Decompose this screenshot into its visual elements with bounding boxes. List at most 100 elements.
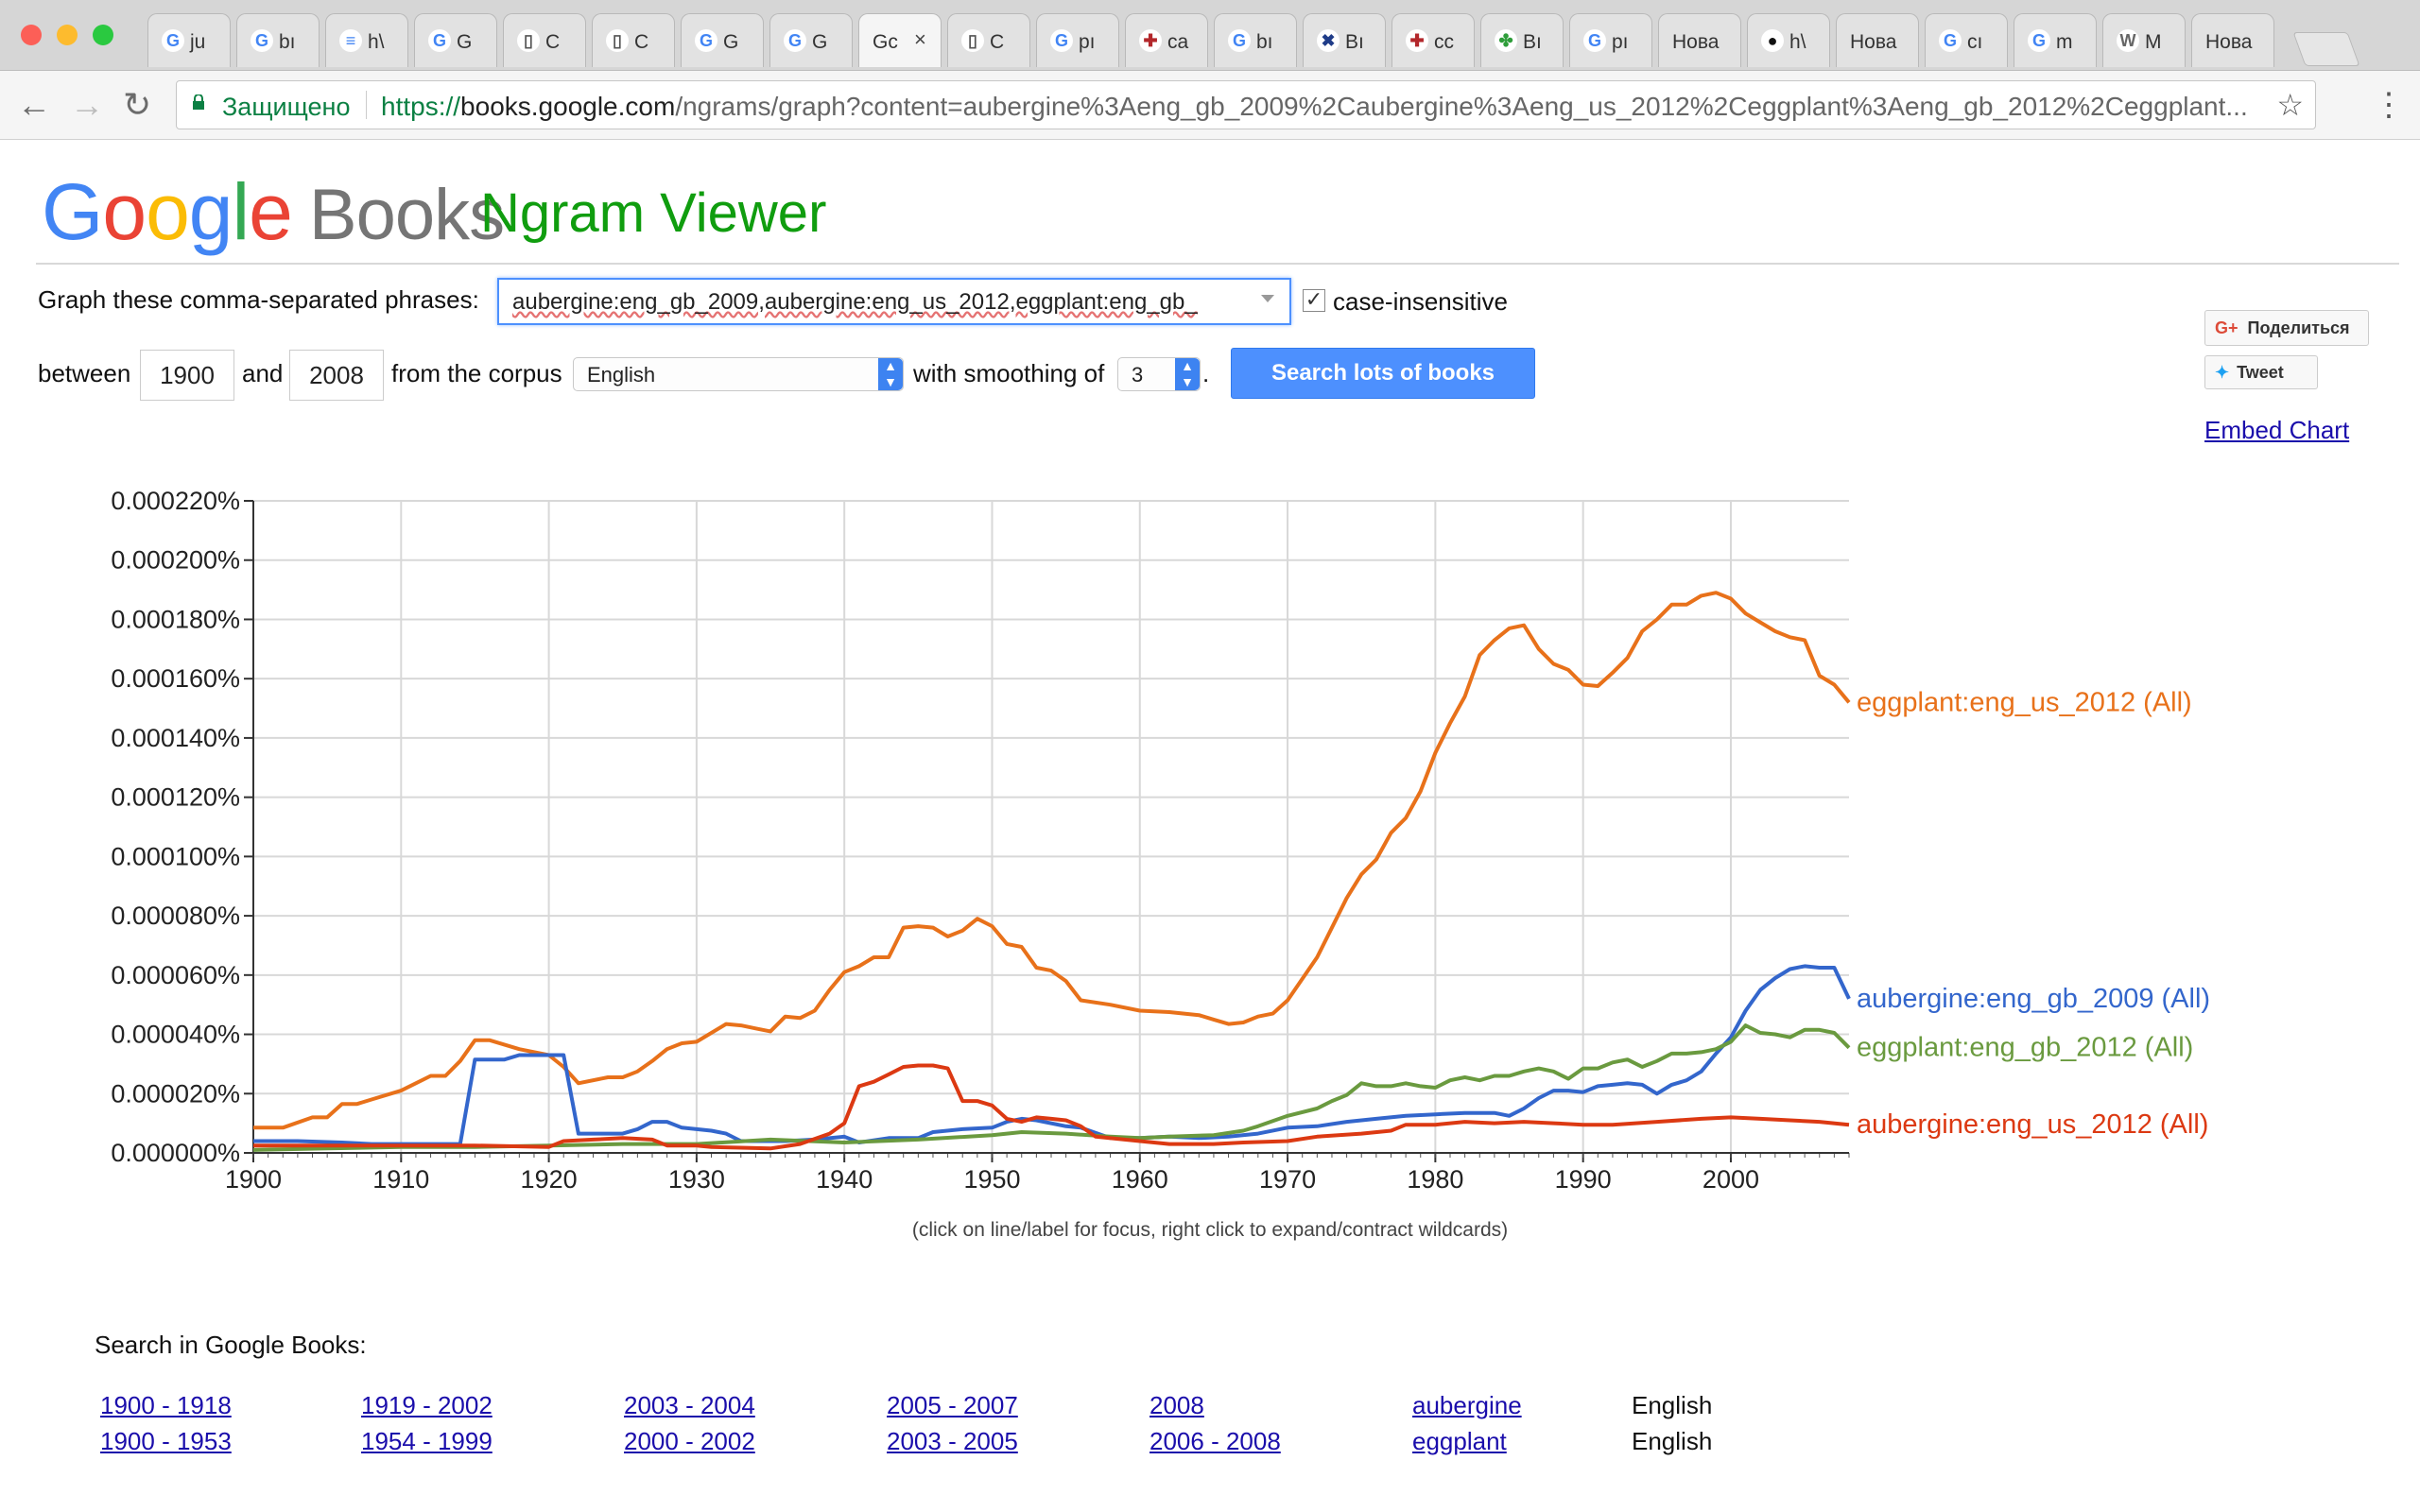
browser-tab[interactable]: Нова [2191,13,2274,67]
case-insensitive-checkbox[interactable]: ✓ [1303,289,1325,312]
smoothing-period: . [1202,359,1210,387]
books-date-range-link[interactable]: 2003 - 2004 [624,1391,755,1419]
logo-letter: e [249,167,293,256]
browser-tab[interactable]: ▯ C [947,13,1030,67]
corpus-select[interactable]: English ▲ ▼ [573,357,904,391]
year-end-input[interactable]: 2008 [289,350,384,401]
book-icon: ▯ [517,29,540,52]
google-icon: G [251,29,273,52]
series-line[interactable] [252,1023,1851,1152]
x-tick-label: 1980 [1407,1165,1463,1194]
browser-tab-title: bı [279,31,296,53]
series-label[interactable]: aubergine:eng_us_2012 (All) [1857,1109,2208,1140]
header-divider [36,263,2399,265]
browser-tab[interactable]: Нова [1836,13,1919,67]
books-date-range-link[interactable]: 1900 - 1918 [100,1391,232,1419]
browser-tab[interactable]: Gc × [858,13,942,67]
google-books-logo[interactable]: Google Books [42,166,505,258]
corpus-select-value: English [587,363,656,387]
smoothing-select[interactable]: 3 ▲ ▼ [1117,357,1201,391]
dropdown-caret-icon [1261,295,1274,302]
y-tick-label: 0.000140% [111,724,240,752]
close-tab-icon[interactable]: × [914,27,926,51]
logo-books-text: Books [308,175,505,255]
search-books-button[interactable]: Search lots of books [1231,348,1535,399]
browser-tab[interactable]: ▯ C [503,13,586,67]
address-toolbar: ← → ↻ Защищено https://books.google.com/… [0,71,2420,140]
books-date-range-link[interactable]: 1919 - 2002 [361,1391,493,1419]
x-tick-label: 1940 [816,1165,873,1194]
books-language: English [1632,1427,1713,1455]
address-bar[interactable]: Защищено https://books.google.com/ngrams… [176,80,2316,129]
google-icon: G [2028,29,2050,52]
phrases-input[interactable]: aubergine:eng_gb_2009,aubergine:eng_us_2… [497,278,1291,325]
browser-tab[interactable]: ≡ h\ [325,13,408,67]
bookmark-star-icon[interactable]: ☆ [2276,88,2304,122]
lock-icon [193,94,204,110]
books-term-link[interactable]: aubergine [1412,1391,1522,1419]
zoom-window-button[interactable] [93,25,113,45]
series-label[interactable]: eggplant:eng_gb_2012 (All) [1857,1033,2193,1063]
y-tick-label: 0.000100% [111,842,240,870]
close-window-button[interactable] [21,25,42,45]
browser-tab[interactable]: ● h\ [1747,13,1830,67]
browser-tab[interactable]: ✚ cc [1392,13,1475,67]
x-tick-label: 1960 [1112,1165,1168,1194]
y-tick-label: 0.000220% [111,487,240,515]
series-label[interactable]: aubergine:eng_gb_2009 (All) [1857,984,2210,1014]
books-date-range-link[interactable]: 1900 - 1953 [100,1427,232,1455]
reload-icon[interactable]: ↻ [123,85,152,124]
books-date-range-link[interactable]: 2008 [1150,1391,1204,1419]
books-date-range-link[interactable]: 1954 - 1999 [361,1427,493,1455]
browser-tab[interactable]: Нова [1658,13,1741,67]
browser-tab-title: G [812,31,828,53]
page-title: Ngram Viewer [480,182,827,244]
x-tick-label: 1910 [372,1165,429,1194]
google-icon: G [1939,29,1962,52]
embed-chart-link[interactable]: Embed Chart [2204,416,2350,444]
browser-tab-title: pı [1612,31,1629,53]
logo-letter: g [188,167,233,256]
series-label[interactable]: eggplant:eng_us_2012 (All) [1857,687,2192,717]
series-line[interactable] [253,591,1851,1130]
minimize-window-button[interactable] [57,25,78,45]
books-date-range-link[interactable]: 2006 - 2008 [1150,1427,1281,1455]
url-text[interactable]: https://books.google.com/ngrams/graph?co… [381,92,2248,122]
case-insensitive-label: case-insensitive [1333,287,1508,316]
y-tick-label: 0.000000% [111,1139,240,1167]
browser-tab[interactable]: ✚ ca [1125,13,1208,67]
books-search-heading: Search in Google Books: [95,1331,367,1359]
select-arrows-icon: ▲ ▼ [1175,358,1200,390]
back-arrow-icon[interactable]: ← [17,85,51,124]
browser-tab[interactable]: ✖ Bı [1303,13,1386,67]
browser-tab[interactable]: ✤ Bı [1480,13,1564,67]
books-date-range-link[interactable]: 2003 - 2005 [887,1427,1018,1455]
browser-tab-title: bı [1256,31,1273,53]
crest-icon: ✚ [1406,29,1428,52]
books-term-link[interactable]: eggplant [1412,1427,1507,1455]
books-date-range-link[interactable]: 2000 - 2002 [624,1427,755,1455]
forward-arrow-icon[interactable]: → [70,85,104,124]
tweet-button[interactable]: ✦ Tweet [2204,355,2318,389]
google-plus-share-button[interactable]: G+ Поделиться [2204,310,2369,346]
browser-menu-icon[interactable]: ⋮ [2373,87,2405,123]
browser-tab[interactable]: ▯ C [592,13,675,67]
smoothing-select-value: 3 [1132,363,1144,387]
new-tab-button[interactable] [2292,32,2360,66]
year-start-input[interactable]: 1900 [140,350,234,401]
series-line[interactable] [253,1063,1850,1151]
corpus-label: from the corpus [391,359,562,387]
books-date-range-link[interactable]: 2005 - 2007 [887,1391,1018,1419]
